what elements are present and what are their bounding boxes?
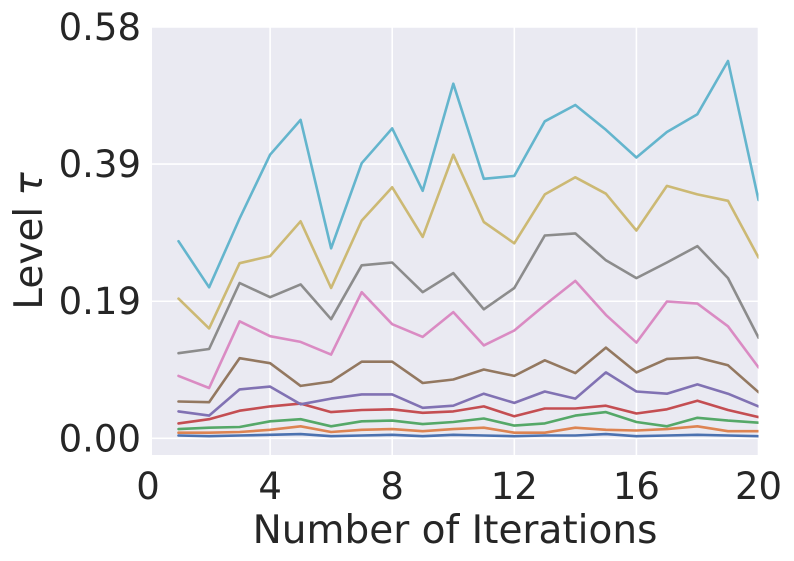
y-axis-tick-labels: 0.00 0.19 0.39 0.58	[59, 6, 141, 460]
y-tick-label: 0.58	[59, 6, 141, 49]
series-line-orange	[177, 424, 759, 435]
y-tick-label: 0.19	[59, 280, 141, 323]
series-line-pink	[177, 279, 759, 390]
series-line-brown	[177, 346, 759, 404]
y-axis-label: Level τ	[7, 172, 52, 310]
plot-area	[152, 27, 759, 455]
x-tick-label: 8	[380, 465, 404, 508]
series-line-gray	[177, 232, 759, 355]
x-tick-label: 12	[491, 465, 538, 508]
x-tick-label: 4	[258, 465, 282, 508]
x-tick-label: 16	[613, 465, 660, 508]
series-line-yellow	[177, 153, 759, 330]
series-line-blue	[177, 432, 759, 438]
series-line-red	[177, 399, 759, 425]
series-lines	[177, 59, 759, 438]
series-line-cyan	[177, 59, 759, 289]
tau-symbol: τ	[7, 172, 52, 196]
y-tick-label: 0.00	[59, 417, 141, 460]
series-line-green	[177, 410, 759, 431]
y-axis-label-text: Level	[7, 207, 52, 310]
x-tick-label: 0	[136, 465, 160, 508]
x-axis-tick-labels: 0 4 8 12 16 20	[136, 465, 782, 508]
x-tick-label: 20	[735, 465, 782, 508]
y-tick-label: 0.39	[59, 143, 141, 186]
series-line-purple	[177, 371, 759, 417]
x-axis-label: Number of Iterations	[253, 508, 658, 553]
